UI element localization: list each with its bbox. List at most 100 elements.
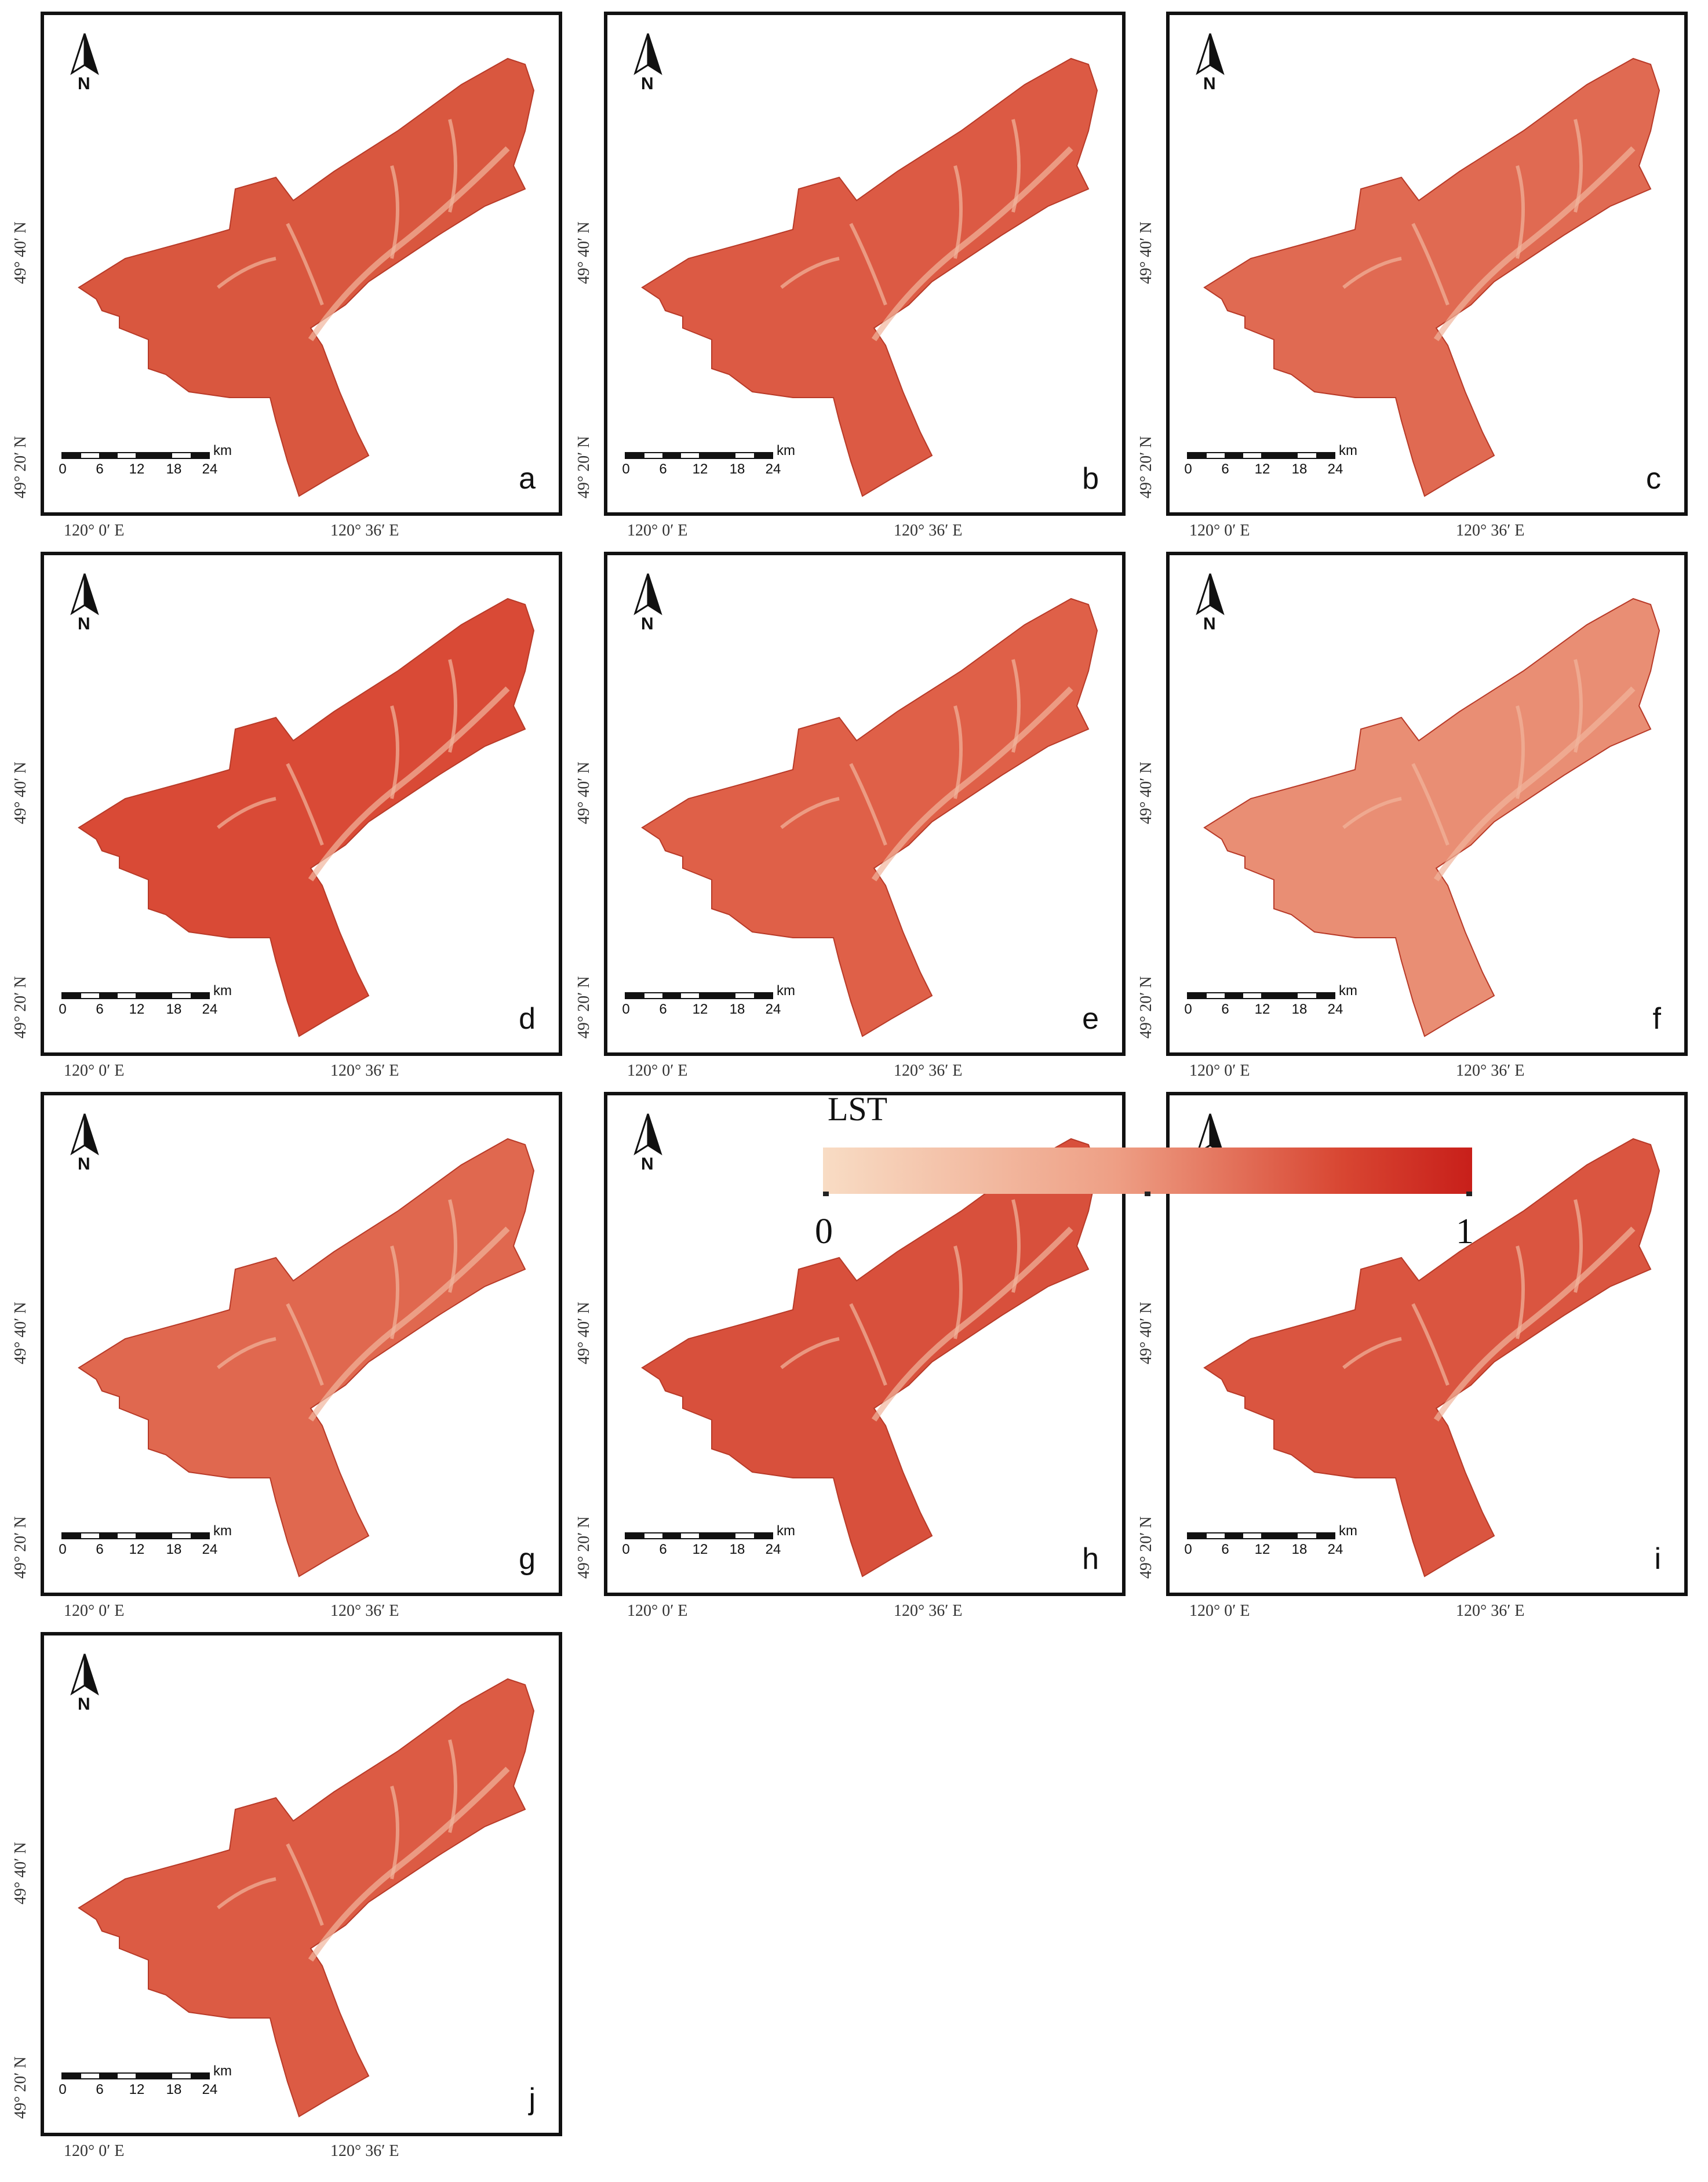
valley-streak [849,223,887,306]
lst-map [78,1138,535,1578]
panel-letter: g [519,1542,536,1576]
study-area-region [641,598,1098,1037]
latitude-label: 49° 20′ N [575,976,593,1039]
panel-letter: d [519,1002,536,1036]
scale-tick-label: 6 [1221,1001,1229,1017]
legend-min-label: 0 [815,1212,833,1251]
latitude-label: 49° 40′ N [1137,1302,1155,1364]
scale-unit: km [1339,983,1357,999]
study-area-region [78,1678,535,2118]
longitude-label: 120° 36′ E [1456,522,1525,540]
valley-streak [286,1303,324,1386]
lst-map [1203,598,1660,1037]
scale-tick-label: 24 [202,2082,218,2097]
scale-unit: km [213,983,232,999]
scale-tick-label: 18 [1291,1542,1308,1557]
study-area-region [641,57,1098,497]
scale-unit: km [777,983,795,999]
latitude-label: 49° 40′ N [12,762,30,824]
scale-unit: km [1339,1523,1357,1539]
scale-bar-graphic [61,2072,210,2079]
scale-bar-graphic [625,452,773,459]
scale-tick-label: 18 [166,461,182,477]
lst-map [641,598,1098,1037]
valley-streak [390,1245,399,1339]
valley-streak [217,797,276,829]
longitude-label: 120° 0′ E [64,1602,125,1620]
scale-tick-label: 18 [166,2082,182,2097]
legend-title: LST [828,1090,888,1128]
scale-tick-label: 18 [729,461,745,477]
north-arrow-icon [70,573,99,615]
panel-letter: b [1082,462,1099,496]
scale-tick-label: 24 [765,461,781,477]
latitude-label: 49° 40′ N [575,221,593,284]
north-arrow: N [631,32,665,96]
valley-streak [1411,223,1450,306]
lst-map [78,598,535,1037]
valley-streak [286,763,324,846]
scale-bar-graphic [625,992,773,999]
scale-tick-label: 6 [1221,1542,1229,1557]
latitude-label: 49° 20′ N [12,2056,30,2119]
scale-tick-label: 0 [59,1001,67,1017]
longitude-label: 120° 0′ E [1189,1602,1250,1620]
valley-streak [308,1766,510,1962]
scale-tick-label: 18 [1291,1001,1308,1017]
latitude-label: 49° 20′ N [12,436,30,498]
study-area-region [1203,598,1660,1037]
north-arrow: N [67,1113,102,1176]
scale-tick-label: 24 [1327,1542,1343,1557]
scale-bar-graphic [61,1532,210,1539]
latitude-label: 49° 40′ N [12,1842,30,1904]
lst-map [78,57,535,497]
valley-streak [1411,763,1450,846]
north-label: N [78,1695,90,1714]
legend-color-ramp [823,1148,1472,1194]
longitude-label: 120° 36′ E [330,1062,399,1080]
scale-tick-label: 12 [129,1542,145,1557]
scale-bar: km 0 6 12 18 24 [56,983,241,1023]
scale-bar: km 0 6 12 18 24 [1181,443,1367,483]
scale-tick-label: 12 [1254,1542,1270,1557]
longitude-label: 120° 0′ E [627,1602,688,1620]
scale-tick-label: 12 [692,1542,708,1557]
valley-streak [871,1226,1073,1422]
scale-tick-label: 18 [166,1542,182,1557]
scale-tick-label: 6 [96,1542,104,1557]
valley-streak [1011,1199,1021,1293]
scale-tick-label: 24 [1327,461,1343,477]
valley-streak [1574,659,1583,753]
north-arrow: N [1193,32,1228,96]
longitude-label: 120° 36′ E [1456,1602,1525,1620]
scale-tick-label: 18 [729,1542,745,1557]
scale-tick-label: 12 [692,461,708,477]
valley-streak [308,686,510,881]
valley-streak [871,686,1073,881]
valley-streak [1433,686,1636,881]
valley-streak [1433,1226,1636,1422]
study-area-region [78,1138,535,1578]
scale-tick-label: 6 [659,461,667,477]
valley-streak [286,223,324,306]
scale-tick-label: 18 [166,1001,182,1017]
valley-streak [286,1843,324,1926]
north-arrow-icon [633,33,662,75]
scale-unit: km [213,1523,232,1539]
valley-streak [217,1877,276,1910]
scale-tick-label: 12 [692,1001,708,1017]
scale-tick-label: 24 [202,461,218,477]
legend-tick-min [823,1192,829,1196]
scale-tick-label: 12 [129,2082,145,2097]
scale-tick-label: 6 [659,1001,667,1017]
study-area-region [78,57,535,497]
scale-tick-label: 0 [1184,1001,1192,1017]
valley-streak [953,165,963,259]
scale-bar-graphic [1187,452,1335,459]
north-label: N [1203,614,1216,633]
scale-tick-label: 6 [96,1001,104,1017]
lst-map [641,57,1098,497]
